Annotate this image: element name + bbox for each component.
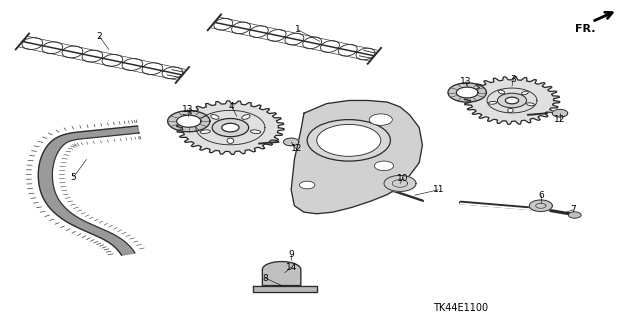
Circle shape [212,119,248,137]
Polygon shape [384,175,416,191]
Text: 5: 5 [71,173,76,182]
Ellipse shape [250,130,260,133]
Text: 11: 11 [433,185,444,194]
Ellipse shape [522,91,529,95]
Text: 10: 10 [397,174,409,182]
Text: 13: 13 [182,105,193,114]
Polygon shape [552,109,568,117]
Circle shape [317,124,381,156]
Text: 7: 7 [570,205,575,214]
Text: 14: 14 [285,263,297,272]
Text: 12: 12 [291,145,302,153]
Polygon shape [448,83,486,102]
Text: 3: 3 [511,75,516,84]
Text: 9: 9 [289,250,294,259]
Polygon shape [38,126,140,255]
Circle shape [222,123,239,132]
Circle shape [568,212,581,218]
Polygon shape [177,115,201,127]
Text: 8: 8 [263,274,268,283]
Text: 13: 13 [460,77,472,86]
Ellipse shape [227,138,234,144]
Circle shape [506,97,518,104]
Polygon shape [253,286,317,292]
Text: TK44E1100: TK44E1100 [433,303,488,313]
Text: 4: 4 [229,102,234,111]
Polygon shape [291,100,422,214]
Circle shape [300,181,315,189]
Polygon shape [284,138,299,146]
Polygon shape [177,101,284,154]
Circle shape [369,114,392,125]
Text: FR.: FR. [575,24,596,34]
Ellipse shape [508,108,513,113]
Polygon shape [456,87,478,98]
Ellipse shape [499,90,505,94]
Text: 6: 6 [538,191,543,200]
Ellipse shape [488,101,497,104]
Ellipse shape [200,130,211,133]
Polygon shape [529,200,552,211]
Ellipse shape [211,115,219,119]
Text: 12: 12 [554,115,566,124]
Polygon shape [168,111,210,132]
Polygon shape [464,77,560,124]
Polygon shape [262,262,301,286]
Circle shape [374,161,394,171]
Ellipse shape [242,115,250,119]
Text: 1: 1 [295,25,300,34]
Text: 2: 2 [97,32,102,41]
Circle shape [307,120,390,161]
Ellipse shape [527,103,534,106]
Circle shape [497,93,527,108]
